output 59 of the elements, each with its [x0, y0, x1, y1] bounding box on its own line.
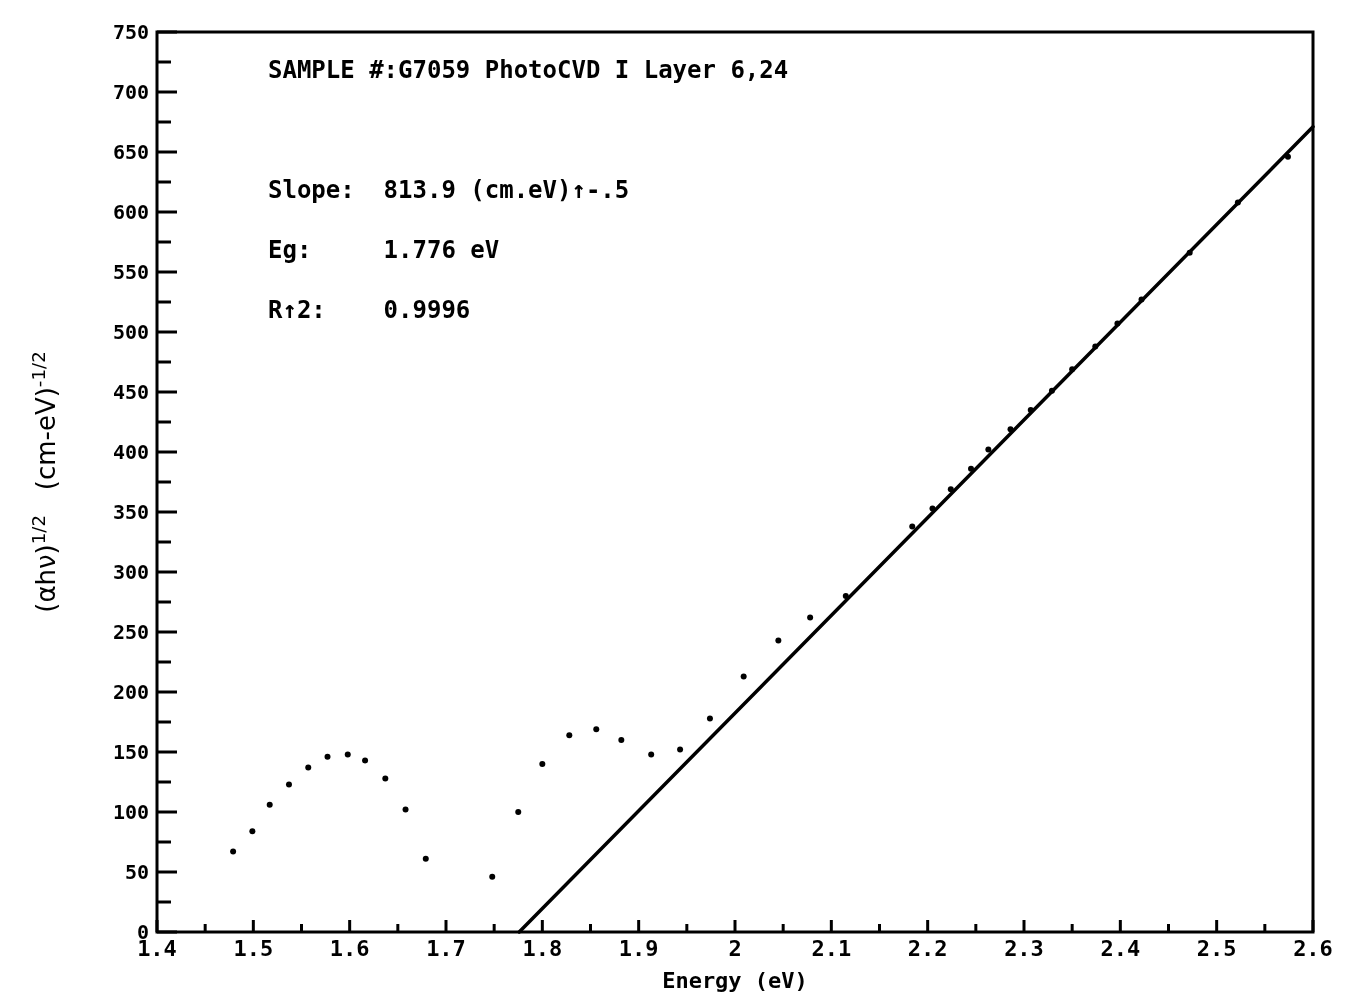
point: [285, 781, 292, 788]
x-tick-label: 2.4: [1100, 936, 1141, 961]
point: [382, 775, 389, 782]
point: [362, 757, 369, 764]
x-tick-label: 2.5: [1196, 936, 1237, 961]
point: [807, 614, 814, 621]
y-tick-label: 200: [112, 680, 149, 704]
point: [985, 446, 992, 453]
point: [249, 828, 256, 835]
point: [344, 751, 351, 758]
point: [740, 673, 747, 680]
point: [489, 873, 496, 880]
point: [909, 523, 916, 530]
annotation: Slope: 813.9 (cm.eV)↑-.5: [268, 176, 630, 204]
annotation: Eg: 1.776 eV: [268, 236, 500, 264]
y-tick-label: 400: [112, 440, 149, 464]
y-tick-label: 600: [112, 200, 149, 224]
point: [677, 746, 684, 753]
y-tick-label: 450: [112, 380, 149, 404]
point: [648, 751, 655, 758]
text: SAMPLE #:G7059 PhotoCVD I Layer 6,24: [268, 56, 789, 84]
x-tick-label: 1.9: [618, 936, 659, 961]
point: [324, 753, 331, 760]
x-tick-label: 2.1: [811, 936, 852, 961]
x-tick-label: 2.3: [1004, 936, 1044, 961]
y-tick-label: 700: [112, 80, 149, 104]
point: [566, 732, 573, 739]
y-tick-label: 250: [112, 620, 149, 644]
point: [775, 637, 782, 644]
x-tick-label: 2: [728, 936, 742, 961]
y-tick-label: 150: [112, 740, 149, 764]
x-tick-label: 1.8: [522, 936, 563, 961]
point: [515, 809, 522, 815]
point: [593, 726, 600, 733]
point: [618, 737, 625, 743]
y-tick-label: 350: [112, 500, 149, 524]
x-axis-title: Energy (eV): [662, 968, 808, 993]
point: [402, 806, 409, 813]
x-tick-label: 1.6: [329, 936, 370, 961]
point: [968, 465, 975, 472]
y-tick-label: 300: [112, 560, 149, 584]
x-tick-label: 2.2: [907, 936, 948, 961]
annotation: R↑2: 0.9996: [268, 296, 471, 324]
y-tick-label: 750: [112, 20, 149, 44]
point: [706, 715, 713, 722]
point: [230, 848, 237, 855]
point: [422, 855, 429, 862]
x-tick-label: 2.6: [1293, 936, 1333, 961]
point: [266, 801, 273, 808]
x-tick-label: 1.5: [233, 936, 274, 961]
y-tick-label: 500: [112, 320, 149, 344]
y-tick-label: 550: [112, 260, 149, 284]
point: [539, 761, 546, 767]
point: [305, 764, 312, 771]
y-tick-label: 650: [112, 140, 149, 164]
x-tick-label: 1.7: [426, 936, 466, 961]
y-tick-label: 50: [124, 860, 149, 884]
y-tick-label: 100: [112, 800, 149, 824]
point: [1284, 153, 1291, 160]
